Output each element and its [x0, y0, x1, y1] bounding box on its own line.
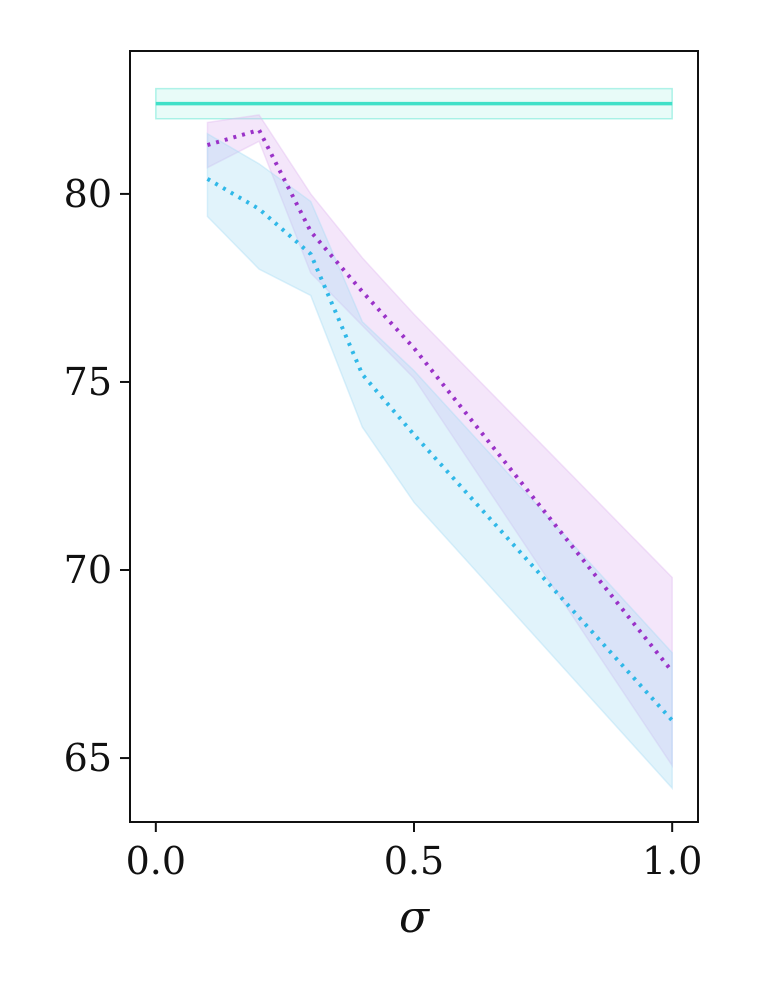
series-lines: [155, 101, 674, 722]
series-2-line: [206, 127, 674, 673]
x-tick-label: 0.5: [384, 839, 444, 883]
x-axis-label: σ: [399, 892, 431, 943]
y-tick-label: 65: [64, 736, 112, 780]
confidence-bands: [155, 87, 673, 791]
y-tick-label: 70: [64, 548, 112, 592]
y-tick-label: 75: [64, 360, 112, 404]
x-axis-ticks: 0.0 0.5 1.0: [126, 822, 702, 883]
series-2-band: [206, 114, 673, 769]
x-tick-label: 0.0: [126, 839, 186, 883]
series-3-band: [206, 132, 673, 791]
y-tick-label: 80: [64, 172, 112, 216]
x-tick-label: 1.0: [642, 839, 702, 883]
y-axis-ticks: 65 70 75 80: [64, 172, 130, 780]
